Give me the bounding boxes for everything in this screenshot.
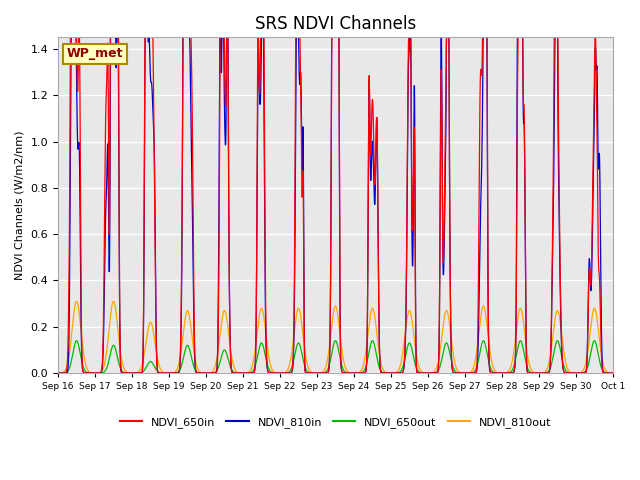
NDVI_650out — [609, 370, 617, 376]
Y-axis label: NDVI Channels (W/m2/nm): NDVI Channels (W/m2/nm) — [15, 131, 25, 280]
NDVI_650in — [609, 370, 617, 376]
NDVI_810in — [275, 370, 283, 376]
NDVI_650in — [391, 370, 399, 376]
NDVI_810in — [67, 35, 75, 40]
NDVI_650in — [54, 370, 62, 376]
NDVI_810in — [165, 370, 173, 376]
Line: NDVI_650out: NDVI_650out — [58, 341, 613, 373]
NDVI_810in — [54, 370, 62, 376]
NDVI_810in — [321, 370, 328, 376]
NDVI_650out — [73, 338, 81, 344]
NDVI_810out — [391, 370, 399, 376]
NDVI_650out — [584, 363, 592, 369]
NDVI_810out — [584, 348, 592, 354]
Line: NDVI_810in: NDVI_810in — [58, 37, 613, 373]
NDVI_650in — [165, 370, 173, 376]
NDVI_650out — [391, 370, 399, 376]
NDVI_810in — [391, 370, 399, 376]
NDVI_650in — [321, 370, 328, 376]
NDVI_650out — [321, 370, 328, 375]
NDVI_650in — [275, 370, 283, 376]
Text: WP_met: WP_met — [67, 48, 123, 60]
NDVI_650out — [54, 370, 62, 376]
NDVI_810out — [54, 370, 62, 376]
NDVI_650out — [165, 370, 173, 376]
NDVI_650out — [275, 370, 283, 376]
NDVI_810out — [275, 370, 283, 376]
NDVI_810out — [238, 370, 246, 376]
NDVI_810in — [238, 370, 246, 376]
NDVI_810out — [165, 370, 173, 376]
NDVI_810out — [109, 299, 117, 304]
Legend: NDVI_650in, NDVI_810in, NDVI_650out, NDVI_810out: NDVI_650in, NDVI_810in, NDVI_650out, NDV… — [115, 412, 556, 433]
NDVI_650in — [67, 35, 74, 40]
NDVI_810in — [609, 370, 617, 376]
Line: NDVI_810out: NDVI_810out — [58, 301, 613, 373]
NDVI_810out — [321, 367, 328, 372]
NDVI_810in — [584, 319, 592, 325]
NDVI_650in — [238, 370, 246, 376]
NDVI_810out — [609, 370, 617, 376]
NDVI_650out — [238, 370, 246, 376]
NDVI_650in — [584, 324, 592, 330]
Title: SRS NDVI Channels: SRS NDVI Channels — [255, 15, 416, 33]
Line: NDVI_650in: NDVI_650in — [58, 37, 613, 373]
